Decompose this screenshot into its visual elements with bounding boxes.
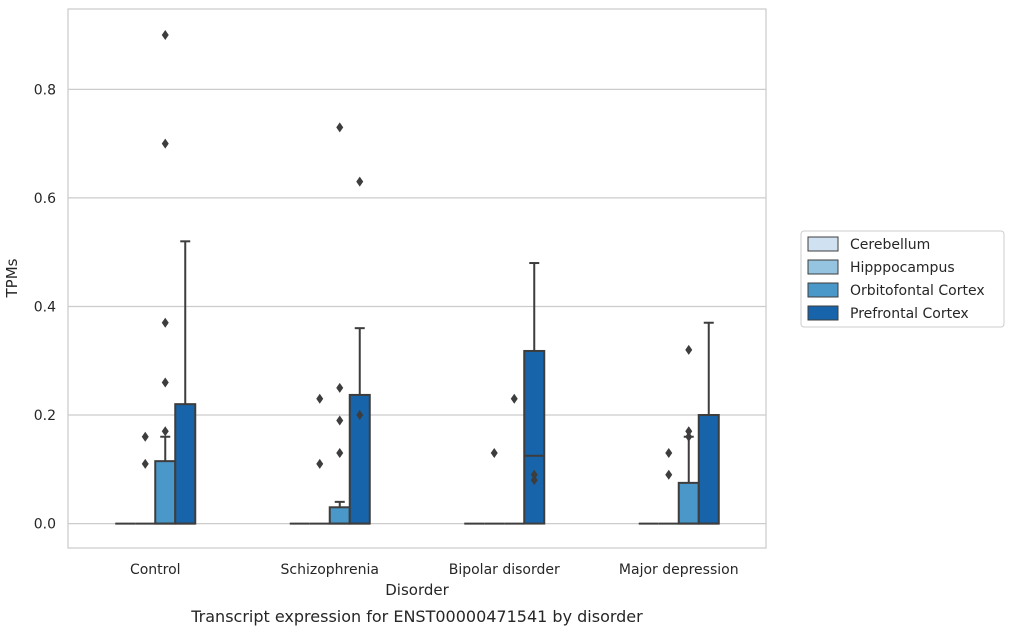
box xyxy=(174,403,197,525)
outlier-point xyxy=(356,410,364,421)
y-axis-title: TPMs xyxy=(3,258,21,298)
legend-swatch xyxy=(807,305,839,321)
outlier-point xyxy=(161,377,169,388)
y-tick-label: 0.4 xyxy=(34,299,56,315)
outlier-point xyxy=(316,393,324,404)
legend-label: Orbitofontal Cortex xyxy=(850,283,985,299)
legend-label: Prefrontal Cortex xyxy=(850,306,969,322)
box-group xyxy=(697,321,720,525)
box xyxy=(697,414,720,525)
legend: Cerebellum Hipppocampus Orbitofontal Corte… xyxy=(800,230,1005,328)
outlier-point xyxy=(530,469,538,480)
box-group xyxy=(677,344,700,525)
outlier-point xyxy=(141,431,149,442)
outlier-point xyxy=(316,458,324,469)
x-tick-label: Bipolar disorder xyxy=(449,562,560,578)
box-group xyxy=(523,262,546,525)
box-group xyxy=(154,30,177,525)
outlier-point xyxy=(490,448,498,459)
x-tick-labels: Control Schizophrenia Bipolar disorder Majo… xyxy=(130,562,739,578)
y-tick-label: 0.8 xyxy=(34,82,56,98)
outlier-point xyxy=(685,344,693,355)
box-group xyxy=(504,393,525,525)
outlier-point xyxy=(685,426,693,437)
box xyxy=(523,349,546,525)
outlier-point xyxy=(161,317,169,328)
x-tick-label: Control xyxy=(130,562,181,578)
plot-frame xyxy=(67,8,767,549)
outlier-point xyxy=(161,30,169,41)
legend-swatch xyxy=(807,236,839,252)
box xyxy=(677,481,700,525)
legend-label: Hipppocampus xyxy=(850,260,955,276)
outlier-point xyxy=(141,458,149,469)
box-plot-series xyxy=(115,30,720,525)
outlier-point xyxy=(510,393,518,404)
y-tick-labels: 0.0 0.2 0.4 0.6 0.8 xyxy=(34,82,56,532)
legend-swatch xyxy=(807,282,839,298)
outlier-point xyxy=(161,426,169,437)
outlier-point xyxy=(356,176,364,187)
box xyxy=(154,460,177,525)
outlier-point xyxy=(685,431,693,442)
outlier-point xyxy=(665,448,673,459)
box-group xyxy=(135,431,156,525)
outlier-point xyxy=(336,448,344,459)
box-group xyxy=(174,240,197,525)
x-axis-title: Disorder xyxy=(385,581,449,599)
y-tick-label: 0.0 xyxy=(34,517,56,533)
outlier-point xyxy=(665,469,673,480)
outlier-point xyxy=(530,475,538,486)
box xyxy=(328,506,351,525)
outlier-point xyxy=(336,382,344,393)
outlier-point xyxy=(336,415,344,426)
box-group xyxy=(348,176,371,525)
legend-swatch xyxy=(807,259,839,275)
chart-caption: Transcript expression for ENST0000047154… xyxy=(190,607,643,626)
x-tick-label: Schizophrenia xyxy=(281,562,379,578)
grid-lines xyxy=(68,88,766,525)
outlier-point xyxy=(161,138,169,149)
box-group xyxy=(658,448,679,525)
x-tick-label: Major depression xyxy=(619,562,739,578)
box-group xyxy=(328,122,351,525)
box-group xyxy=(309,393,330,525)
y-tick-label: 0.6 xyxy=(34,191,56,207)
box-group xyxy=(484,448,505,525)
legend-frame xyxy=(800,230,1005,328)
outlier-point xyxy=(336,122,344,133)
legend-label: Cerebellum xyxy=(850,237,930,253)
y-tick-label: 0.2 xyxy=(34,408,56,424)
